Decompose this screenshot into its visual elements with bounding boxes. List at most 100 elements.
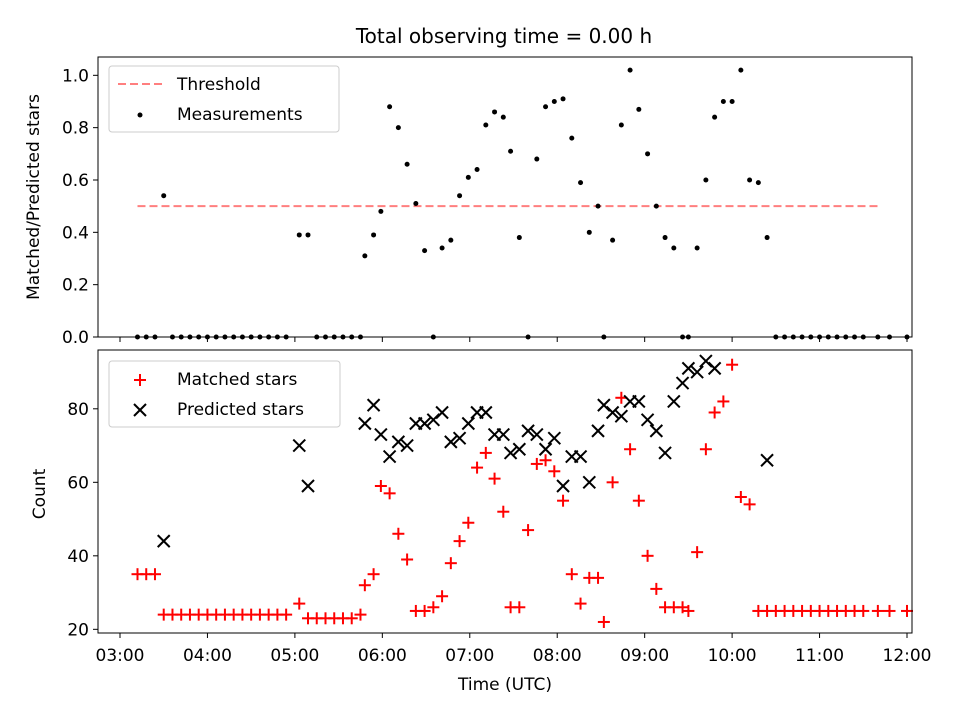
matched-point xyxy=(436,590,449,603)
matched-point xyxy=(497,505,510,518)
measurement-point xyxy=(395,125,401,131)
matched-point xyxy=(462,516,475,529)
matched-point xyxy=(354,608,367,621)
predicted-point xyxy=(690,365,704,379)
bottom-axes-frame xyxy=(97,349,913,634)
measurement-point xyxy=(387,104,393,110)
chart-title: Total observing time = 0.00 h xyxy=(355,24,652,48)
predicted-point xyxy=(358,416,372,431)
matched-point xyxy=(280,608,293,621)
measurements-legend-swatch xyxy=(137,112,143,118)
x-tick-label: 03:00 xyxy=(96,646,145,666)
predicted-point xyxy=(649,424,664,438)
measurement-point xyxy=(474,167,480,173)
matched-legend-label: Matched stars xyxy=(177,370,297,390)
top-legend-box xyxy=(108,65,340,133)
predicted-point xyxy=(452,431,467,445)
matched-point xyxy=(883,604,896,617)
matched-point xyxy=(699,443,712,456)
measurement-point xyxy=(586,229,592,235)
top-axes-frame xyxy=(97,56,913,338)
predicted-point xyxy=(591,424,605,438)
top-y-tick-label: 0.2 xyxy=(62,276,89,296)
predicted-point xyxy=(435,405,449,420)
matched-point xyxy=(901,604,913,617)
measurement-point xyxy=(694,245,700,251)
matched-point xyxy=(358,579,371,592)
predicted-point xyxy=(503,446,518,460)
top-y-tick-label: 1.0 xyxy=(62,66,89,86)
measurement-point xyxy=(764,235,770,241)
measurement-point xyxy=(738,67,744,73)
matched-point xyxy=(374,479,387,492)
bottom-y-tick-label: 20 xyxy=(67,620,89,640)
bottom-y-tick-label: 80 xyxy=(67,400,89,420)
top-legend: Threshold Measurements xyxy=(108,65,340,133)
predicted-point xyxy=(681,361,696,376)
matched-point xyxy=(148,568,161,581)
top-y-axis-label: Matched/Predicted stars xyxy=(24,94,44,300)
matched-point xyxy=(293,597,306,610)
predicted-point xyxy=(496,427,511,442)
matched-point xyxy=(539,454,552,467)
measurement-point xyxy=(703,177,709,183)
measurement-point xyxy=(645,151,651,157)
predicted-point xyxy=(667,394,681,409)
measurement-point xyxy=(712,114,718,120)
measurement-point xyxy=(543,104,549,110)
matched-point xyxy=(565,568,578,581)
measurement-point xyxy=(483,122,489,128)
measurement-point xyxy=(371,232,377,238)
matched-point xyxy=(392,527,405,540)
measurement-point xyxy=(671,245,677,251)
predicted-point xyxy=(614,409,629,423)
threshold-legend-label: Threshold xyxy=(176,75,261,95)
predicted-point xyxy=(479,405,493,420)
measurement-point xyxy=(636,106,642,112)
matched-point xyxy=(401,553,414,566)
matched-point xyxy=(557,494,570,507)
predicted-point xyxy=(632,394,646,409)
measurement-point xyxy=(662,235,668,241)
predicted-point xyxy=(605,405,620,420)
predicted-point xyxy=(556,479,570,493)
measurement-point xyxy=(422,248,428,254)
measurement-point xyxy=(448,237,454,243)
predicted-point xyxy=(521,424,535,438)
matched-legend-swatch xyxy=(134,374,146,386)
matched-point xyxy=(641,549,654,562)
measurement-point xyxy=(729,98,735,104)
measurement-point xyxy=(378,208,384,214)
matched-point xyxy=(632,494,645,507)
predicted-point xyxy=(374,427,388,442)
x-tick-label: 10:00 xyxy=(708,646,757,666)
measurement-point xyxy=(492,109,498,115)
x-tick-label: 09:00 xyxy=(620,646,669,666)
top-y-tick-label: 0.8 xyxy=(62,119,89,139)
bottom-y-axis-label: Count xyxy=(30,468,50,519)
x-tick-label: 05:00 xyxy=(270,646,319,666)
matched-point xyxy=(717,395,730,408)
measurement-point xyxy=(516,235,522,241)
matched-point xyxy=(592,571,605,584)
measurement-point xyxy=(305,232,311,238)
predicted-point xyxy=(760,453,774,467)
predicted-point xyxy=(658,446,672,460)
bottom-y-tick-label: 60 xyxy=(67,473,89,493)
matched-point xyxy=(691,546,704,559)
bottom-legend: Matched stars Predicted stars xyxy=(108,360,341,428)
measurement-point xyxy=(161,193,167,199)
x-axis-label: Time (UTC) xyxy=(457,675,552,695)
measurements-legend-label: Measurements xyxy=(177,105,303,125)
predicted-point xyxy=(292,438,306,453)
x-tick-label: 04:00 xyxy=(183,646,232,666)
measurement-point xyxy=(610,237,616,243)
measurement-point xyxy=(595,203,601,209)
matched-point xyxy=(530,457,543,470)
measurement-point xyxy=(500,114,506,120)
measurement-point xyxy=(296,232,302,238)
x-tick-label: 11:00 xyxy=(795,646,844,666)
predicted-point xyxy=(582,475,596,490)
matched-point xyxy=(708,406,721,419)
predicted-point xyxy=(707,361,722,376)
